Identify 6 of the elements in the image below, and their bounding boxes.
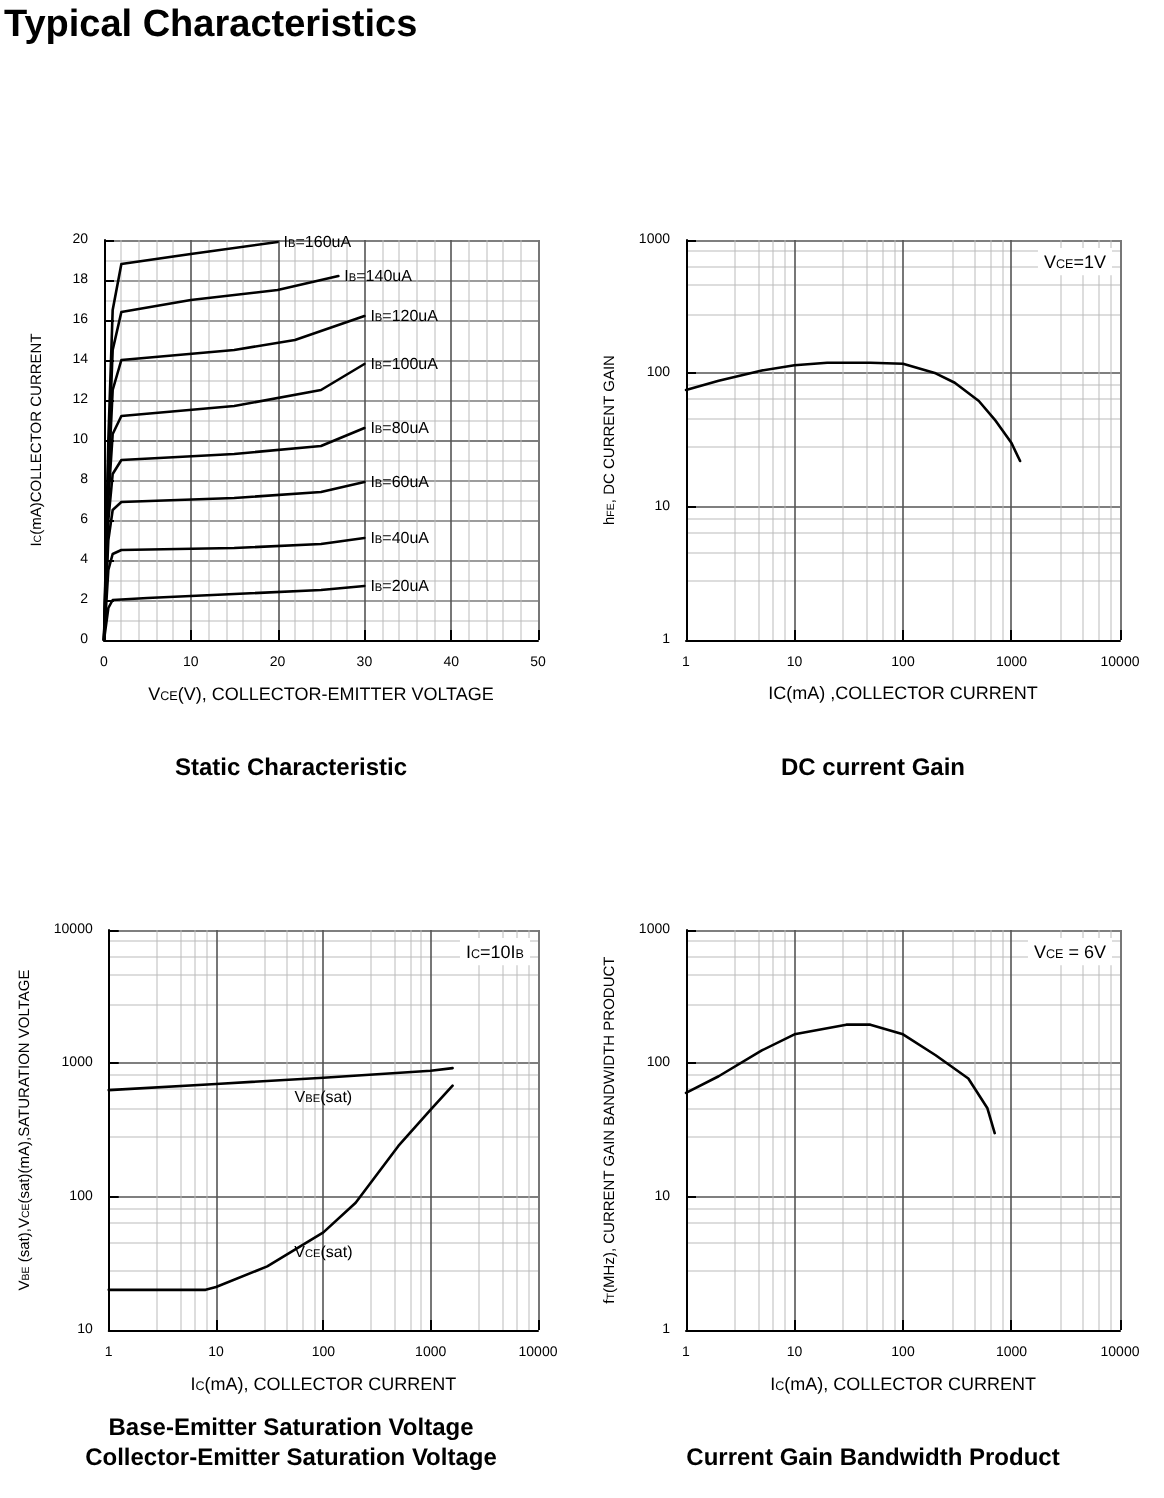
x-axis-title: IC(mA) ,COLLECTOR CURRENT <box>768 683 1039 703</box>
text: Base-Emitter Saturation Voltage Collector-Emitter Saturation Voltage <box>85 1413 498 1471</box>
text: Typical Characteristics <box>4 4 418 48</box>
text: Current Gain Bandwidth Product <box>686 1443 1060 1471</box>
text: DC current Gain <box>780 753 966 781</box>
text: Static Characteristic <box>174 753 408 781</box>
